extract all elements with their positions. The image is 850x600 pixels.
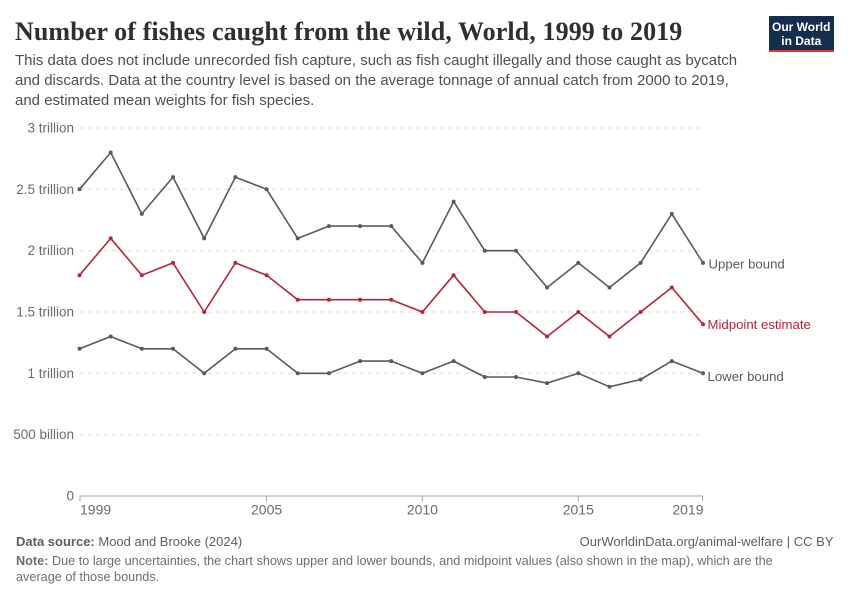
svg-text:Lower bound: Lower bound — [708, 369, 784, 384]
svg-text:Upper bound: Upper bound — [709, 256, 785, 271]
svg-text:2.5 trillion: 2.5 trillion — [16, 182, 74, 197]
svg-text:2005: 2005 — [251, 502, 282, 518]
svg-text:500 billion: 500 billion — [13, 427, 74, 442]
svg-text:2 trillion: 2 trillion — [27, 243, 74, 258]
svg-text:1999: 1999 — [80, 502, 111, 518]
svg-text:2019: 2019 — [672, 502, 703, 518]
svg-text:2010: 2010 — [407, 502, 438, 518]
svg-text:Midpoint estimate: Midpoint estimate — [708, 317, 811, 332]
svg-text:1.5 trillion: 1.5 trillion — [16, 305, 74, 320]
svg-text:0: 0 — [66, 489, 74, 504]
svg-text:3 trillion: 3 trillion — [27, 121, 74, 136]
svg-text:1 trillion: 1 trillion — [27, 366, 74, 381]
svg-text:2015: 2015 — [563, 502, 594, 518]
